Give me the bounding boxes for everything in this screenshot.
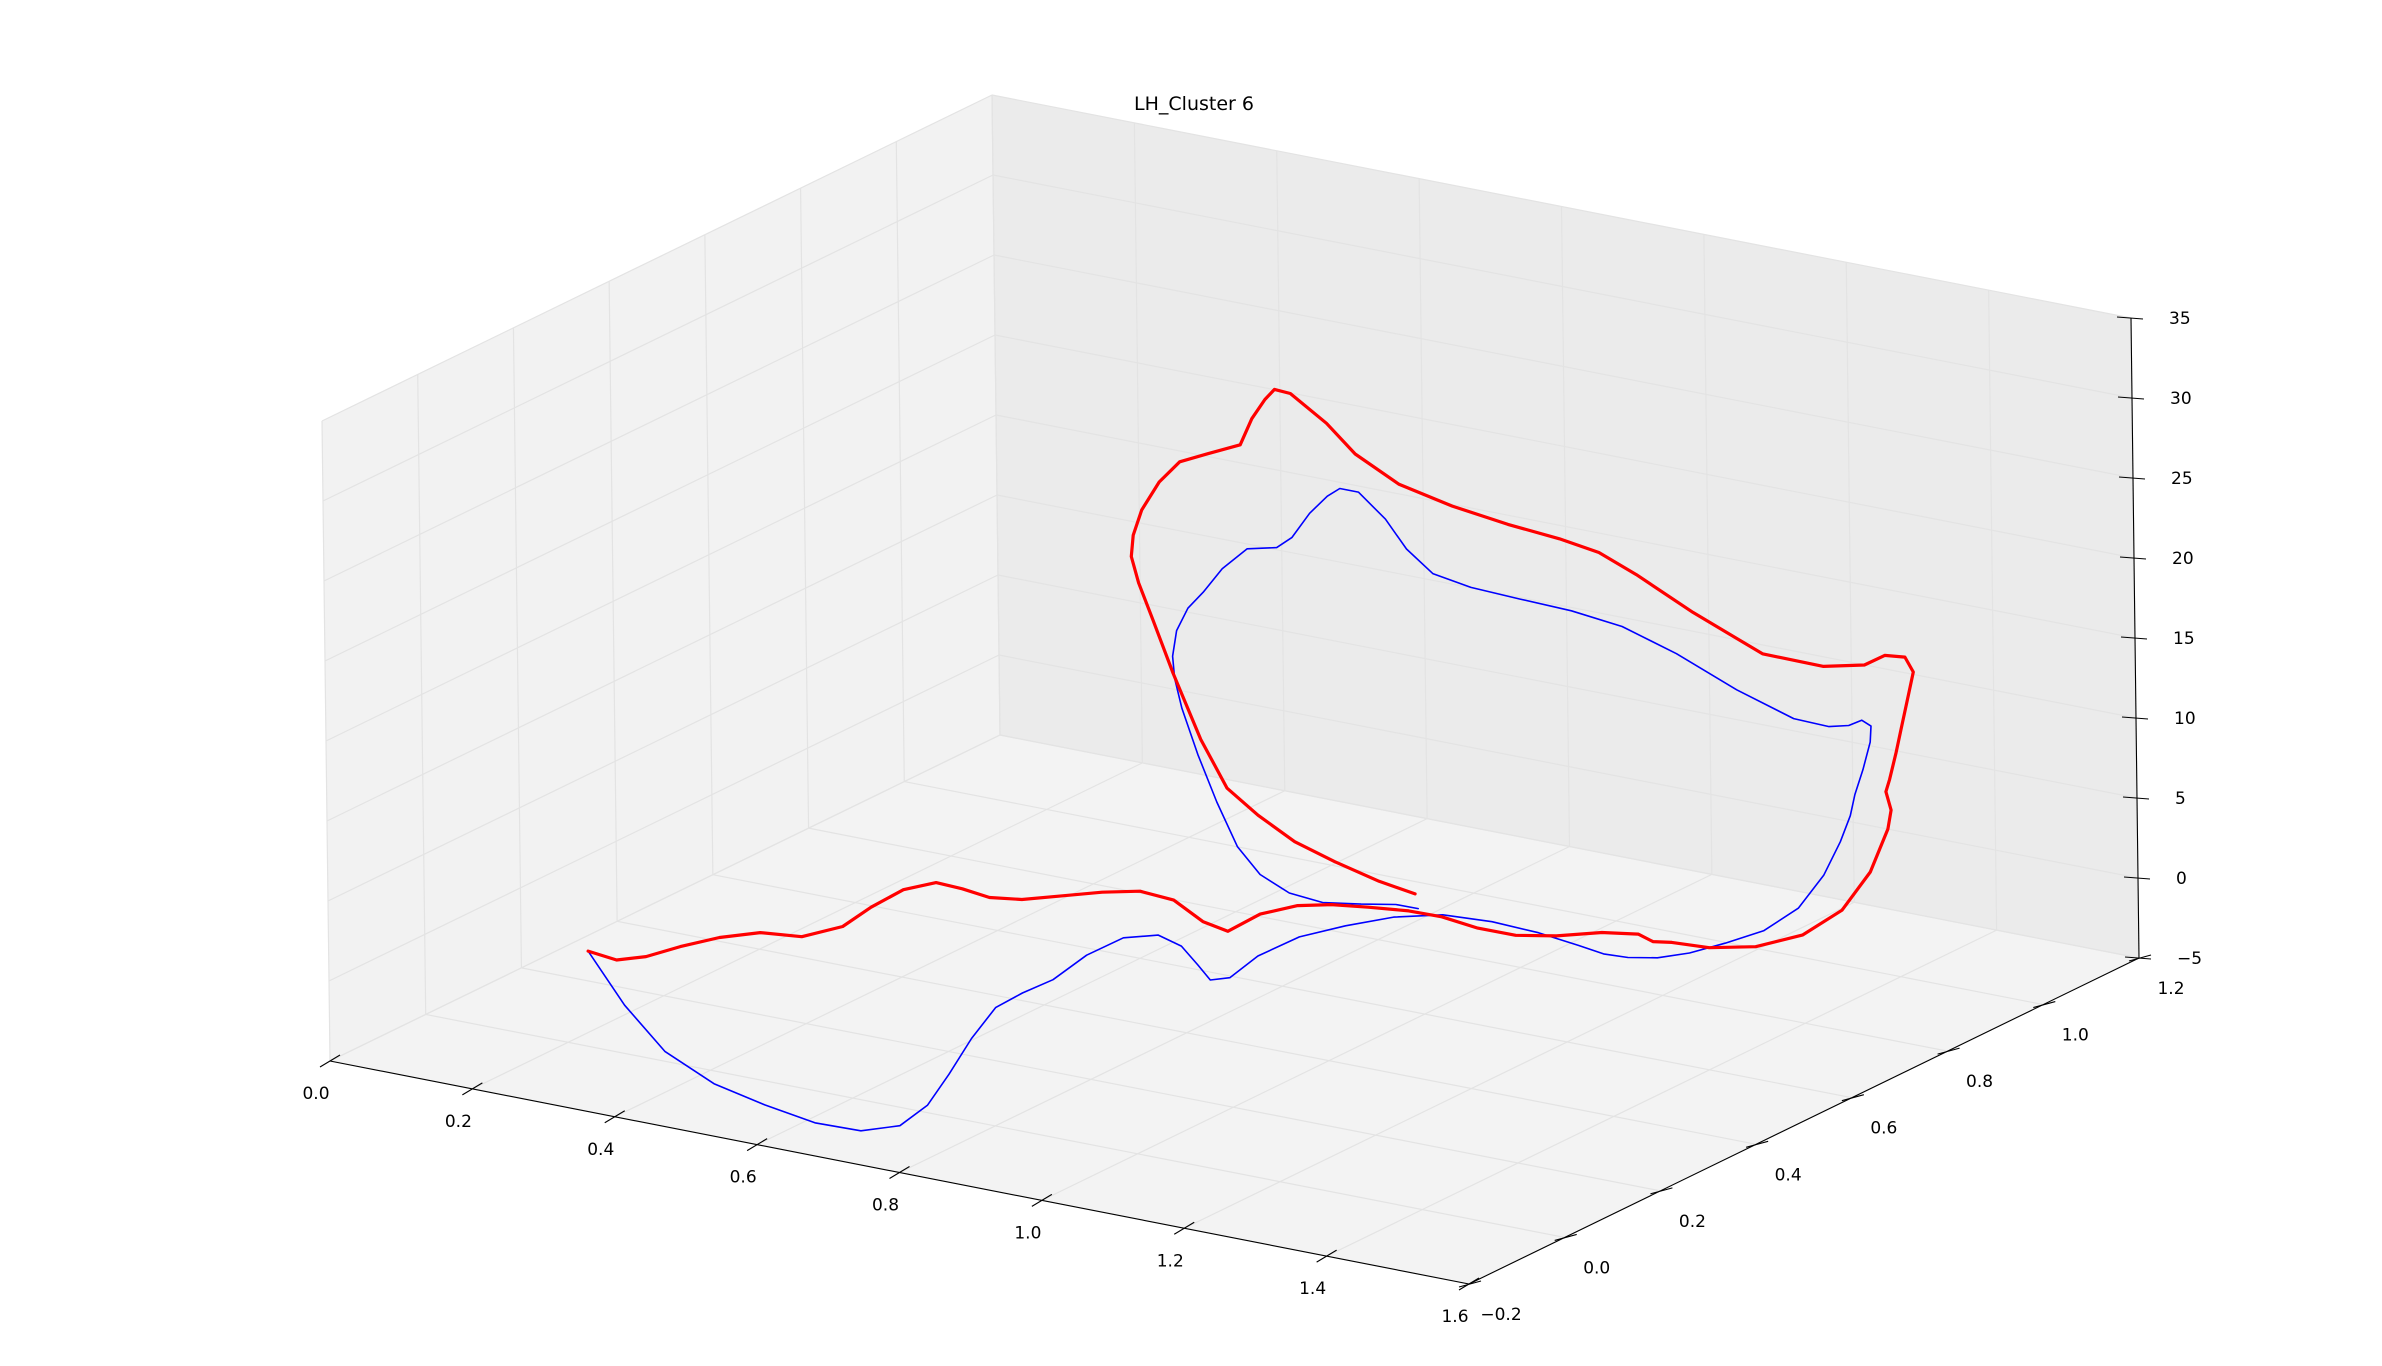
grid-line	[756, 818, 1428, 1146]
x-tick-label: 1.0	[1014, 1223, 1041, 1243]
grid-line	[995, 414, 2136, 639]
z-tick-mark	[2124, 956, 2152, 960]
y-tick-mark	[1650, 1187, 1673, 1195]
grid-line	[999, 734, 2140, 959]
y-tick-label: 0.2	[1679, 1212, 1706, 1232]
grid-line	[712, 874, 1852, 1099]
blue-series-line	[587, 487, 1872, 1132]
grid-line	[328, 654, 1000, 982]
x-tick-mark	[1316, 1249, 1337, 1263]
x-tick-label: 0.2	[445, 1112, 472, 1132]
y-tick-mark	[1841, 1094, 1865, 1102]
grid-line	[323, 254, 995, 582]
series-lines	[586, 387, 1915, 1132]
grid-line	[324, 334, 996, 662]
grid-line	[904, 780, 2044, 1006]
z-tick-mark	[2118, 476, 2146, 480]
grid-line	[325, 414, 997, 742]
grid-line	[993, 254, 2134, 479]
z-tick-label: 15	[2173, 629, 2195, 649]
z-tick-mark	[2117, 396, 2145, 400]
y-tick-label: 1.0	[2062, 1026, 2089, 1046]
x-tick-label: 1.6	[1441, 1307, 1468, 1327]
y-tick-mark	[2033, 1001, 2056, 1009]
grid-line	[997, 574, 2138, 799]
z-tick-mark	[2121, 716, 2149, 720]
tick-labels: 0.0 0.2 0.4 0.6 0.8 1.0 1.2 1.4 1.6 −0.2 0.0 0.2 0.4…	[302, 309, 2202, 1327]
red-series-line	[586, 387, 1915, 962]
z-tick-label: 20	[2172, 549, 2194, 569]
y-tick-mark	[1937, 1047, 1960, 1055]
z-tick-label: 25	[2171, 469, 2193, 489]
x-tick-label: 1.4	[1299, 1279, 1326, 1299]
y-tick-label: 0.8	[1966, 1072, 1993, 1092]
grid-line	[321, 94, 993, 422]
y-tick-label: 0.0	[1583, 1258, 1610, 1278]
z-tick-label: 30	[2170, 389, 2192, 409]
x-tick-label: 0.0	[302, 1084, 329, 1104]
grid-line	[992, 174, 2133, 399]
y-tick-label: 0.6	[1870, 1119, 1897, 1139]
grid-line	[1041, 873, 1713, 1201]
x-tick-mark	[1173, 1221, 1195, 1235]
grid-line	[617, 920, 1757, 1145]
grid-line	[425, 1013, 1565, 1239]
z-tick-label: −5	[2177, 949, 2202, 969]
x-tick-label: 0.4	[587, 1140, 614, 1160]
y-tick-label: 0.4	[1775, 1165, 1802, 1185]
y-tick-label: −0.2	[1480, 1305, 1521, 1325]
grid-line	[329, 734, 1001, 1062]
grid-line	[991, 94, 2132, 319]
grid-line	[322, 174, 994, 502]
y-tick-mark	[1458, 1280, 1482, 1288]
x-tick-mark	[604, 1110, 626, 1124]
y-tick-mark	[1554, 1233, 1577, 1241]
grid-line	[326, 494, 998, 822]
z-tick-label: 5	[2175, 789, 2186, 809]
x-tick-mark	[889, 1166, 910, 1179]
axes	[319, 316, 2152, 1291]
z-tick-mark	[2122, 796, 2150, 800]
y-tick-mark	[1745, 1140, 1769, 1148]
grid-line	[899, 845, 1570, 1174]
grid-line	[1326, 929, 1997, 1257]
x-tick-label: 1.2	[1157, 1251, 1184, 1271]
z-tick-mark	[2119, 556, 2147, 560]
z-tick-mark	[2123, 876, 2151, 880]
z-tick-mark	[2120, 636, 2148, 640]
grid-line	[327, 574, 999, 902]
grid-line	[472, 762, 1143, 1090]
z-tick-label: 35	[2169, 309, 2191, 329]
x-tick-mark	[746, 1138, 768, 1152]
y-axis-line	[1468, 957, 2140, 1285]
grid-line	[614, 790, 1286, 1118]
x-tick-mark	[319, 1054, 341, 1068]
grid-line	[994, 334, 2135, 559]
z-tick-mark	[2116, 316, 2144, 320]
y-tick-label: 1.2	[2157, 979, 2184, 999]
x-tick-mark	[1031, 1193, 1053, 1207]
z-tick-label: 10	[2174, 709, 2196, 729]
grid-line	[996, 494, 2137, 719]
grid-line	[1183, 901, 1855, 1229]
grid-line	[808, 827, 1948, 1052]
grid-line	[521, 967, 1661, 1192]
grid-line	[998, 654, 2139, 879]
z-tick-label: 0	[2176, 869, 2187, 889]
x-tick-mark	[462, 1082, 483, 1096]
chart-title: LH_Cluster 6	[1134, 93, 1254, 115]
x-tick-label: 0.8	[872, 1196, 899, 1216]
x-tick-label: 0.6	[730, 1168, 757, 1188]
